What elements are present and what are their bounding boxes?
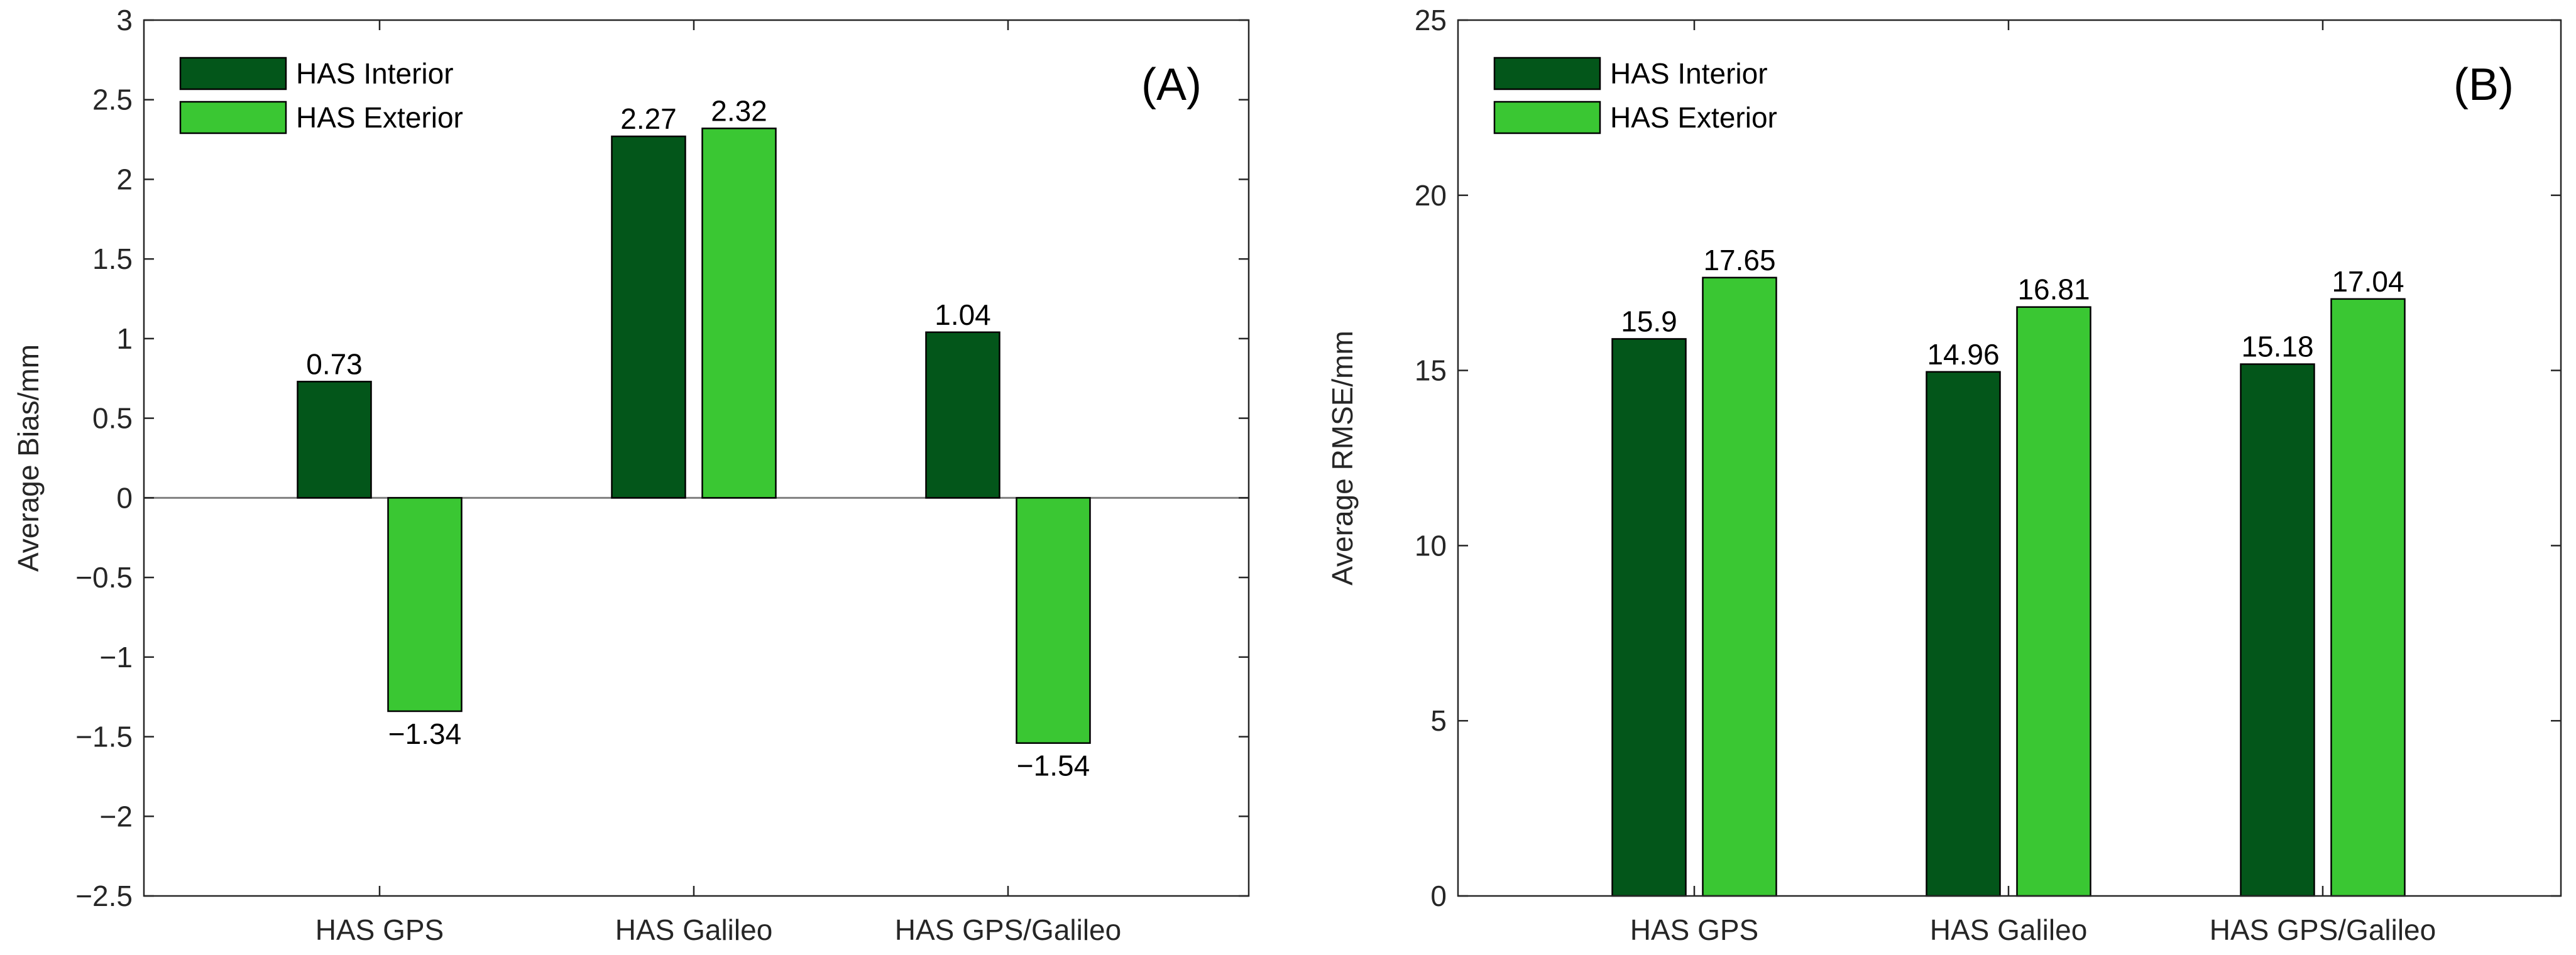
bar-interior-3	[2240, 363, 2315, 897]
bar-exterior-1	[1702, 276, 1777, 897]
legend-swatch-exterior	[1493, 101, 1601, 134]
data-label-exterior-1: 17.65	[1703, 244, 1775, 276]
y-tick-label-2: −2	[100, 800, 133, 832]
legend-label-interior: HAS Interior	[1610, 57, 1768, 90]
legend-label-exterior: HAS Exterior	[296, 101, 463, 134]
y-tick-label-3: −1.5	[75, 721, 133, 753]
y-tick-label-5: −0.5	[75, 561, 133, 594]
chart-panel-a: 0.73 −1.34 HAS GPS 2.27 2.32 HAS Galileo 1.04 −…	[12, 4, 1250, 946]
data-label-exterior-3: −1.54	[1017, 750, 1090, 782]
chart-panel-b: 15.9 17.65 HAS GPS 14.96 16.81 HAS Galileo 15.…	[1326, 4, 2562, 946]
x-tick-label-1: HAS GPS	[315, 914, 444, 946]
bar-interior-2	[611, 135, 686, 499]
bar-exterior-2	[2016, 306, 2091, 897]
y-tick-label-1: −2.5	[75, 880, 133, 912]
x-tick-label-3: HAS GPS/Galileo	[895, 914, 1121, 946]
y-axis-title: Average Bias/mm	[12, 344, 45, 572]
y-axis-title: Average RMSE/mm	[1326, 330, 1359, 586]
y-tick-label-3: 10	[1415, 529, 1447, 562]
data-label-interior-3: 1.04	[934, 298, 991, 331]
y-tick-label-9: 1.5	[92, 243, 133, 275]
legend: HAS Interior HAS Exterior	[179, 57, 463, 134]
y-tick-label-2: 5	[1430, 704, 1447, 737]
panel-label: (B)	[2453, 60, 2514, 110]
legend-label-exterior: HAS Exterior	[1610, 101, 1777, 134]
legend-swatch-interior	[179, 57, 287, 90]
x-tick-label-2: HAS Galileo	[615, 914, 773, 946]
legend-swatch-interior	[1493, 57, 1601, 90]
y-tick-label-11: 2.5	[92, 84, 133, 116]
y-tick-label-1: 0	[1430, 880, 1447, 912]
y-tick-label-10: 2	[116, 163, 133, 195]
x-tick-label-2: HAS Galileo	[1930, 914, 2088, 946]
y-tick-label-8: 1	[116, 322, 133, 355]
y-tick-label-5: 20	[1415, 179, 1447, 212]
y-tick-label-6: 0	[116, 481, 133, 514]
legend-label-interior: HAS Interior	[296, 57, 454, 90]
x-tick-label-1: HAS GPS	[1630, 914, 1759, 946]
bar-interior-1	[1611, 338, 1687, 897]
data-label-exterior-1: −1.34	[388, 718, 461, 750]
bar-interior-3	[925, 331, 1000, 499]
plot-frame	[1457, 19, 2562, 897]
y-tick-label-6: 25	[1415, 4, 1447, 36]
y-tick-label-12: 3	[116, 4, 133, 36]
bar-exterior-3	[1016, 497, 1091, 744]
y-tick-label-4: 15	[1415, 354, 1447, 387]
y-tick-label-4: −1	[100, 641, 133, 674]
bar-interior-1	[297, 381, 372, 499]
data-label-interior-3: 15.18	[2241, 330, 2313, 363]
data-label-exterior-2: 16.81	[2017, 273, 2090, 306]
legend-swatch-exterior	[179, 101, 287, 134]
data-label-interior-1: 0.73	[306, 347, 363, 380]
bar-exterior-1	[387, 497, 463, 712]
bar-exterior-3	[2330, 298, 2406, 897]
data-label-interior-2: 14.96	[1927, 338, 1999, 371]
bar-exterior-2	[701, 128, 777, 499]
bar-interior-2	[1926, 371, 2001, 897]
data-label-interior-1: 15.9	[1621, 305, 1677, 337]
data-label-exterior-3: 17.04	[2332, 265, 2404, 298]
x-tick-label-3: HAS GPS/Galileo	[2210, 914, 2436, 946]
legend: HAS Interior HAS Exterior	[1493, 57, 1777, 134]
panel-label: (A)	[1141, 60, 1202, 110]
data-label-exterior-2: 2.32	[711, 94, 767, 127]
plot-frame	[143, 19, 1250, 897]
data-label-interior-2: 2.27	[620, 102, 677, 135]
y-tick-label-7: 0.5	[92, 402, 133, 435]
